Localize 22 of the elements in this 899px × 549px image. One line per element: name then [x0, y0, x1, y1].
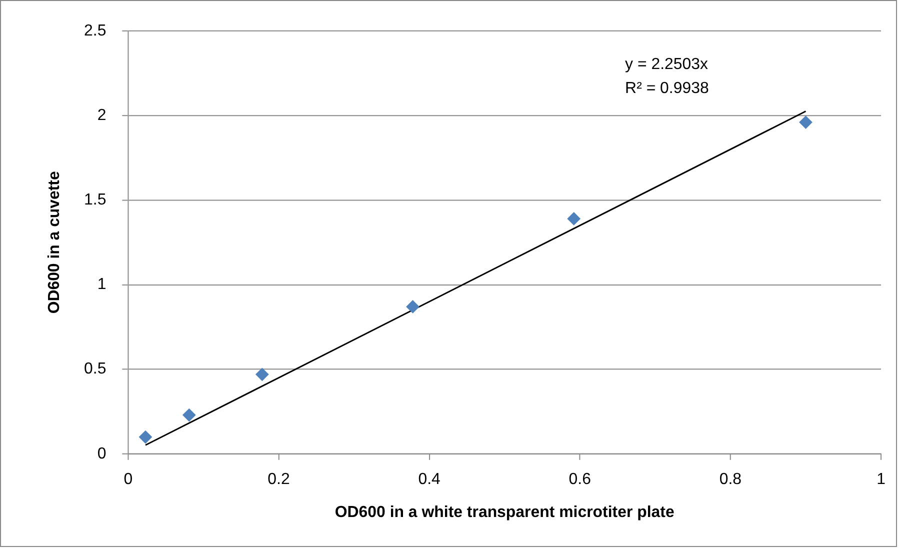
point — [567, 212, 580, 226]
x-tick-label: 0.2 — [268, 470, 290, 488]
annotation: R² = 0.9938 — [625, 80, 709, 98]
x-tick-label: 0 — [124, 470, 133, 488]
x-tick-label: 1 — [876, 470, 886, 488]
point — [256, 368, 269, 381]
point — [406, 300, 420, 314]
annotation: y = 2.2503x — [625, 56, 708, 74]
y-tick-label: 0 — [97, 445, 106, 462]
point — [138, 430, 152, 444]
point — [799, 116, 812, 129]
y-axis-title: OD600 in a cuvette — [46, 171, 63, 314]
y-tick-label: 2.5 — [84, 22, 106, 40]
y-tick-label: 1.5 — [84, 192, 106, 208]
y-tick-label: 2 — [97, 106, 106, 124]
y-tick-label: 0.5 — [84, 360, 106, 378]
point — [182, 408, 196, 422]
y-tick-label: 1 — [97, 276, 106, 294]
x-axis-title: OD600 in a white transparent microtiter plate — [334, 504, 674, 521]
x-tick-label: 0.4 — [418, 470, 441, 488]
x-tick-label: 0.6 — [568, 470, 592, 488]
x-tick-label: 0.8 — [719, 470, 742, 488]
